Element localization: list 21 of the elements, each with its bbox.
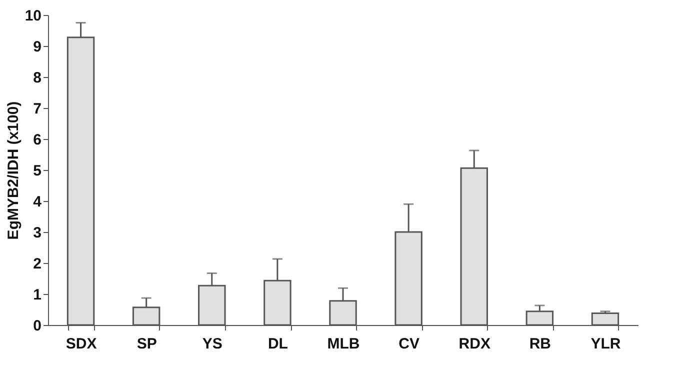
x-tick-label: SDX — [66, 336, 97, 352]
y-tick-label: 10 — [24, 8, 42, 24]
y-tick-label: 4 — [33, 194, 42, 210]
y-tick-label: 2 — [33, 256, 42, 272]
x-tick-label: RDX — [458, 336, 490, 352]
y-tick-label: 5 — [33, 162, 42, 180]
x-tick-label: DL — [268, 336, 288, 352]
y-tick-label: 1 — [33, 286, 42, 304]
y-tick-label: 9 — [33, 38, 42, 56]
y-tick-label: 0 — [33, 318, 42, 334]
y-tick-label: 8 — [33, 70, 42, 86]
x-tick-label: MLB — [327, 336, 360, 352]
y-tick-label: 3 — [33, 224, 42, 242]
x-tick-label: YLR — [590, 336, 621, 352]
y-tick-label: 6 — [33, 132, 42, 148]
y-tick-label: 7 — [33, 100, 42, 118]
x-tick-label: CV — [398, 336, 420, 352]
x-tick-label: SP — [136, 336, 157, 352]
y-axis-title: EgMYB2/IDH (x100) — [4, 101, 22, 240]
x-tick-label: YS — [202, 336, 222, 352]
x-tick-label: RB — [529, 336, 552, 352]
